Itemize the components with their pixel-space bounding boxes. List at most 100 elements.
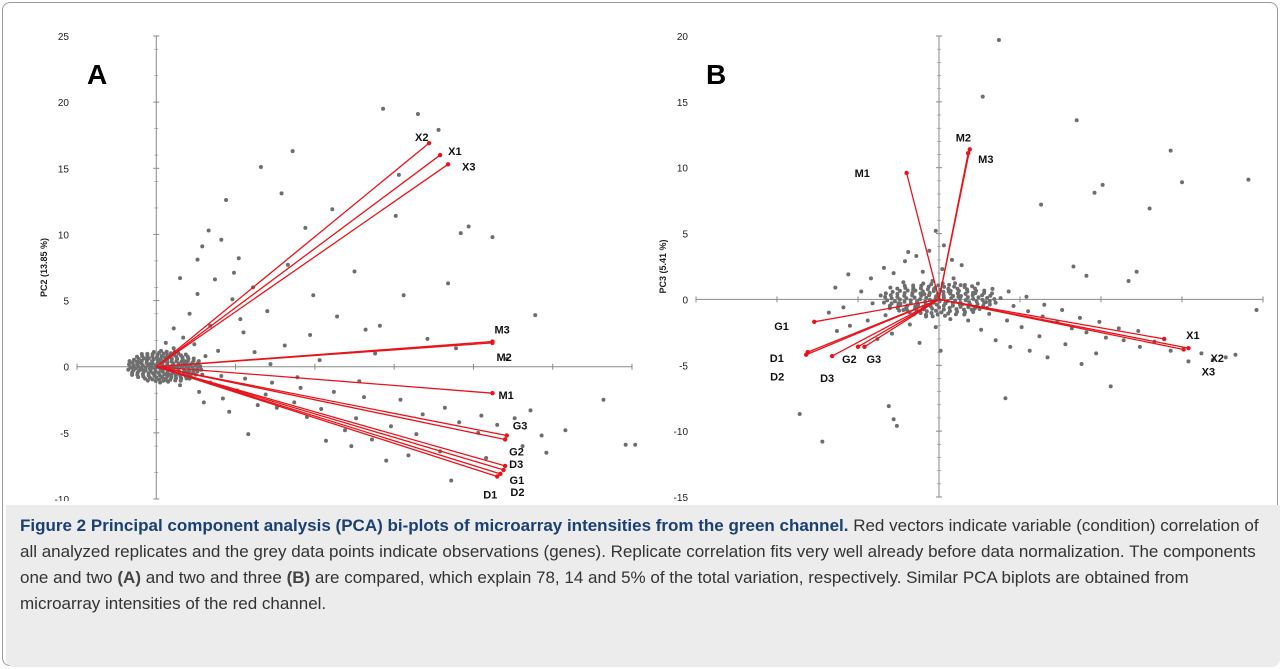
a-data-point <box>319 407 324 412</box>
a-data-point <box>165 360 170 365</box>
b-data-point <box>1137 344 1142 349</box>
b-y-tick-label: 10 <box>677 164 689 175</box>
a-data-point <box>458 231 463 236</box>
b-data-point <box>891 271 896 276</box>
a-data-point <box>457 420 462 425</box>
b-data-point <box>1103 335 1108 340</box>
b-data-point <box>1011 304 1016 309</box>
a-data-point <box>171 346 176 351</box>
b-data-point <box>1005 318 1010 323</box>
b-data-point <box>1024 294 1029 299</box>
b-data-point <box>990 286 995 291</box>
a-data-point <box>157 377 162 382</box>
b-vector-label-d1: D1 <box>770 353 784 365</box>
a-vector-tip-d1 <box>495 474 500 479</box>
b-data-point <box>910 290 915 295</box>
b-vector-label-d2: D2 <box>770 372 784 384</box>
b-data-point <box>941 307 946 312</box>
b-data-point <box>1246 177 1251 182</box>
a-vector-tip-x1 <box>437 152 443 158</box>
a-vector-tip-x3 <box>445 162 451 167</box>
b-data-point <box>890 331 895 336</box>
a-data-point <box>362 395 367 400</box>
a-data-point <box>171 326 176 331</box>
b-data-point <box>939 310 944 315</box>
a-data-point <box>246 432 251 437</box>
b-data-point <box>1003 396 1008 401</box>
b-data-point <box>1223 355 1228 360</box>
b-data-point <box>929 282 934 287</box>
a-data-point <box>398 397 403 402</box>
b-data-point <box>1045 355 1050 360</box>
b-vector-label-g3: G3 <box>866 354 881 366</box>
a-data-point <box>238 317 243 322</box>
a-data-point <box>279 191 284 196</box>
a-y-tick-label: 20 <box>58 98 70 109</box>
b-data-point <box>895 286 900 291</box>
b-data-point <box>962 285 967 290</box>
b-y-tick-label: 5 <box>682 230 688 241</box>
b-y-tick-label: -10 <box>674 427 689 438</box>
b-data-point <box>865 318 870 323</box>
b-y-tick-label: 20 <box>677 32 689 43</box>
b-data-point <box>883 313 888 318</box>
a-data-point <box>227 409 232 414</box>
b-data-point <box>985 295 990 300</box>
caption-band: Figure 2 Principal component analysis (P… <box>6 505 1280 667</box>
b-data-point <box>966 318 971 323</box>
b-data-point <box>931 289 936 294</box>
b-data-point <box>923 312 928 317</box>
a-vector-label-d3: D3 <box>509 459 523 471</box>
b-vector-label-g2: G2 <box>842 354 857 366</box>
a-data-point <box>490 235 495 240</box>
a-data-point <box>143 376 148 381</box>
a-data-point <box>139 351 144 356</box>
a-y-tick-label: 5 <box>63 297 69 308</box>
a-data-point <box>373 351 378 356</box>
b-data-point <box>1063 342 1068 347</box>
a-vector-g3 <box>156 366 507 437</box>
b-data-point <box>846 272 851 277</box>
a-data-point <box>415 112 420 117</box>
b-vector-g3 <box>864 298 940 348</box>
a-data-point <box>381 106 386 111</box>
a-data-point <box>183 352 188 357</box>
b-data-point <box>975 281 980 286</box>
a-data-point <box>442 405 447 410</box>
b-data-point <box>982 288 987 293</box>
caption-figure-label: Figure 2 <box>20 516 87 535</box>
b-data-point <box>918 297 923 302</box>
b-data-point <box>889 296 894 301</box>
a-data-point <box>377 323 382 328</box>
b-data-point <box>921 281 926 286</box>
a-data-point <box>166 379 171 384</box>
b-data-point <box>1039 202 1044 207</box>
a-data-point <box>135 354 140 359</box>
a-data-point <box>401 293 406 298</box>
b-data-point <box>951 293 956 298</box>
a-vector-tip-d2 <box>498 471 503 477</box>
b-data-point <box>927 248 932 253</box>
b-data-point <box>1134 269 1139 274</box>
b-data-point <box>1147 206 1152 211</box>
a-data-point <box>282 343 287 348</box>
b-vector-tip-g2 <box>855 344 861 350</box>
a-data-point <box>150 377 155 382</box>
a-data-point <box>200 244 205 249</box>
a-data-point <box>131 363 136 368</box>
b-data-point <box>902 299 907 304</box>
a-data-point <box>143 365 148 370</box>
a-data-point <box>414 432 419 437</box>
b-data-point <box>930 306 935 311</box>
a-data-point <box>453 346 458 351</box>
b-data-point <box>881 300 886 305</box>
b-vector-d2 <box>805 298 940 356</box>
b-data-point <box>940 267 945 272</box>
b-data-point <box>1074 118 1079 123</box>
a-data-point <box>178 383 183 388</box>
b-data-point <box>979 327 984 332</box>
a-vector-label-x3: X3 <box>462 161 475 173</box>
a-data-point <box>292 400 297 405</box>
